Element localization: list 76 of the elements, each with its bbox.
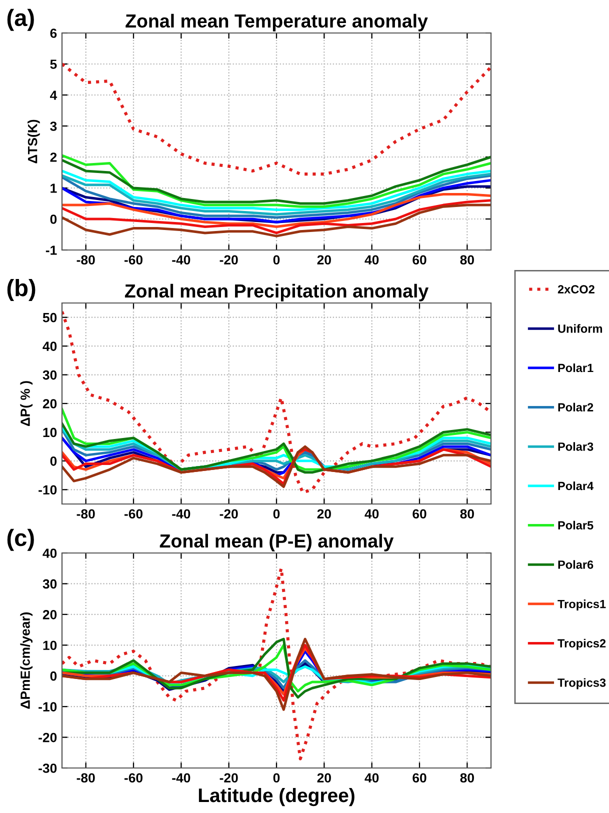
y-tick-label: -10 xyxy=(38,702,57,712)
y-tick-label: 0 xyxy=(50,214,57,224)
legend-label: Tropics3 xyxy=(558,678,606,690)
y-tick-label: -30 xyxy=(38,764,57,773)
y-tick-label: 10 xyxy=(43,640,57,650)
line-series xyxy=(62,638,491,711)
legend-label: Tropics1 xyxy=(558,600,606,611)
line-series xyxy=(62,192,491,228)
y-tick-label: 40 xyxy=(42,342,57,351)
y-tick-label: 10 xyxy=(43,428,57,438)
y-tick-label: 30 xyxy=(42,579,57,589)
y-tick-label: -10 xyxy=(38,485,57,495)
y-tick-label: 4 xyxy=(50,90,58,100)
x-tick-label: 0 xyxy=(273,773,280,783)
x-tick-label: -40 xyxy=(172,509,190,519)
legend-label: Polar1 xyxy=(558,363,594,372)
legend-label: Polar4 xyxy=(558,481,594,490)
x-tick-label: 0 xyxy=(273,509,280,519)
x-tick-label: -60 xyxy=(124,255,142,265)
y-tick-label: 3 xyxy=(50,122,57,131)
chart-title: Zonal mean (P-E) anomaly xyxy=(160,534,394,552)
x-tick-label: 60 xyxy=(412,255,426,265)
chart-title: Zonal mean Precipitation anomaly xyxy=(124,284,429,302)
x-tick-label: -20 xyxy=(220,509,238,519)
x-tick-label: -60 xyxy=(124,773,142,783)
line-series xyxy=(62,310,491,494)
y-tick-label: 20 xyxy=(42,610,57,620)
y-tick-label: -1 xyxy=(46,246,57,255)
y-tick-label: 2 xyxy=(50,152,57,162)
x-tick-label: 20 xyxy=(317,255,331,265)
text: (a) xyxy=(7,8,34,31)
x-tick-label: 80 xyxy=(460,509,474,519)
legend-label: Uniform xyxy=(558,324,602,333)
x-tick-label: 40 xyxy=(364,255,379,265)
legend-label: Polar5 xyxy=(558,520,594,530)
y-tick-label: 1 xyxy=(50,184,57,193)
x-tick-label: 20 xyxy=(317,509,331,519)
y-tick-label: 30 xyxy=(42,370,57,380)
x-tick-label: -60 xyxy=(124,509,142,519)
chart-title: Zonal mean Temperature anomaly xyxy=(126,14,428,32)
x-tick-label: 0 xyxy=(273,255,280,265)
x-tick-label: 80 xyxy=(460,773,474,783)
y-tick-label: 5 xyxy=(50,60,57,69)
x-tick-label: -20 xyxy=(220,773,238,783)
x-tick-label: -40 xyxy=(172,255,190,265)
y-tick-label: 0 xyxy=(50,456,57,466)
x-tick-label: 60 xyxy=(412,773,426,783)
x-tick-label: 20 xyxy=(317,773,331,783)
x-tick-label: -80 xyxy=(76,509,95,519)
y-tick-label: 50 xyxy=(42,312,57,322)
y-tick-label: 40 xyxy=(42,548,57,558)
x-tick-label: 80 xyxy=(460,255,474,265)
legend-label: Tropics2 xyxy=(558,638,606,650)
line-series xyxy=(62,566,491,760)
line-series xyxy=(62,62,491,176)
x-tick-label: 40 xyxy=(364,773,379,783)
text: (b) xyxy=(7,278,36,301)
x-tick-label: -80 xyxy=(76,255,95,265)
legend-label: 2xCO2 xyxy=(558,285,594,294)
legend-label: Polar6 xyxy=(558,560,594,569)
y-tick-label: 0 xyxy=(50,671,57,681)
y-axis-title: ΔP( % ) xyxy=(20,381,33,426)
x-tick-label: -80 xyxy=(76,773,95,783)
x-axis-title: Latitude (degree) xyxy=(198,788,354,806)
y-tick-label: 6 xyxy=(50,28,57,38)
y-tick-label: 20 xyxy=(42,399,57,408)
x-tick-label: 40 xyxy=(364,509,379,519)
legend-label: Polar3 xyxy=(558,442,594,451)
y-tick-label: -20 xyxy=(38,732,57,742)
legend-label: Polar2 xyxy=(558,402,594,412)
x-tick-label: -20 xyxy=(220,255,238,265)
text: (c) xyxy=(7,528,34,551)
x-tick-label: -40 xyxy=(172,773,190,783)
x-tick-label: 60 xyxy=(412,509,426,519)
y-axis-title: ΔPmE(cm/year) xyxy=(20,612,33,709)
y-axis-title: ΔTS(K) xyxy=(28,120,40,164)
